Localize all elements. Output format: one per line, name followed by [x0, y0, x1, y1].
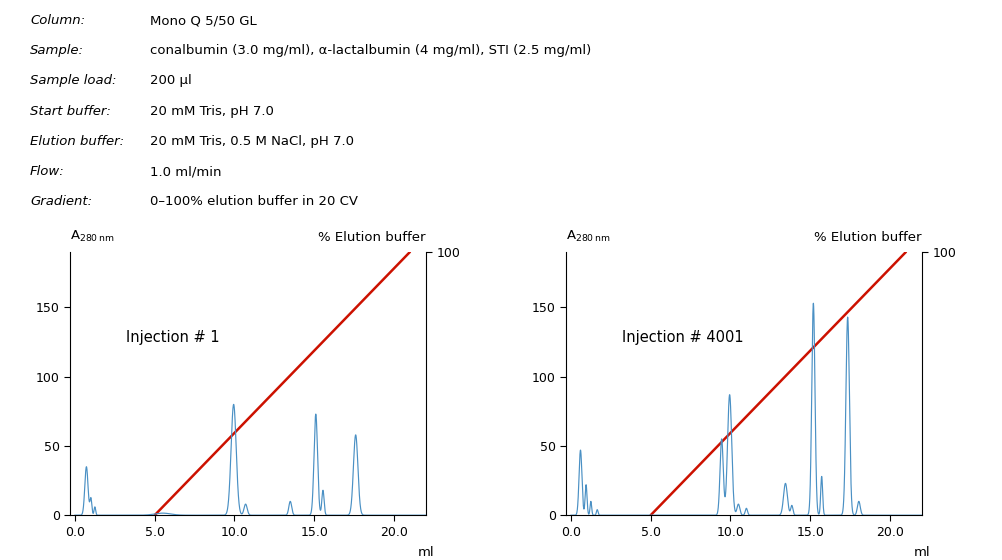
- Text: % Elution buffer: % Elution buffer: [319, 231, 426, 244]
- Text: A$_{\mathregular{280\,nm}}$: A$_{\mathregular{280\,nm}}$: [566, 228, 610, 244]
- Text: 20 mM Tris, pH 7.0: 20 mM Tris, pH 7.0: [150, 105, 275, 118]
- Text: Column:: Column:: [30, 14, 85, 27]
- Text: Injection # 1: Injection # 1: [126, 330, 219, 346]
- Text: % Elution buffer: % Elution buffer: [815, 231, 922, 244]
- Text: conalbumin (3.0 mg/ml), α-lactalbumin (4 mg/ml), STI (2.5 mg/ml): conalbumin (3.0 mg/ml), α-lactalbumin (4…: [150, 44, 591, 57]
- Text: Start buffer:: Start buffer:: [30, 105, 111, 118]
- Text: Sample:: Sample:: [30, 44, 84, 57]
- Text: Elution buffer:: Elution buffer:: [30, 135, 124, 148]
- Text: 0–100% elution buffer in 20 CV: 0–100% elution buffer in 20 CV: [150, 195, 359, 208]
- Text: Mono Q 5/50 GL: Mono Q 5/50 GL: [150, 14, 258, 27]
- Text: 200 µl: 200 µl: [150, 74, 192, 87]
- Text: ml: ml: [418, 545, 435, 559]
- Text: Flow:: Flow:: [30, 165, 65, 178]
- Text: Gradient:: Gradient:: [30, 195, 92, 208]
- Text: Sample load:: Sample load:: [30, 74, 116, 87]
- Text: A$_{\mathregular{280\,nm}}$: A$_{\mathregular{280\,nm}}$: [70, 228, 114, 244]
- Text: ml: ml: [914, 545, 931, 559]
- Text: Injection # 4001: Injection # 4001: [622, 330, 743, 346]
- Text: 20 mM Tris, 0.5 M NaCl, pH 7.0: 20 mM Tris, 0.5 M NaCl, pH 7.0: [150, 135, 355, 148]
- Text: 1.0 ml/min: 1.0 ml/min: [150, 165, 221, 178]
